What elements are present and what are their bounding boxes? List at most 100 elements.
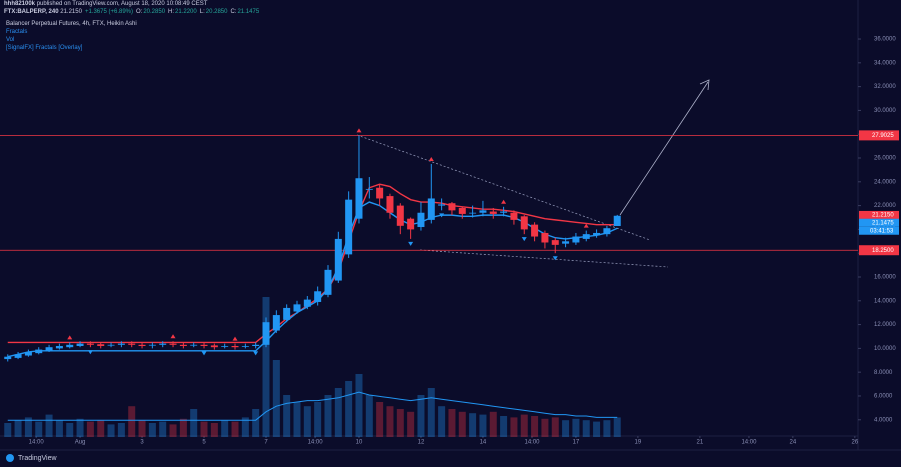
volume-bar (169, 424, 177, 437)
candle-body (551, 240, 559, 245)
y-tick-label: 8.0000 (874, 370, 893, 376)
y-tick-label: 30.0000 (874, 108, 896, 114)
logo (6, 454, 14, 462)
volume-bar (489, 411, 497, 437)
x-tick-label: 14:00 (525, 440, 541, 446)
volume-bar (572, 418, 580, 437)
candle-body (272, 315, 280, 331)
fractal-up (583, 223, 589, 228)
x-tick-label: 3 (140, 440, 144, 446)
x-tick-label: 14:00 (741, 440, 757, 446)
ohlc-label: L: (199, 9, 205, 15)
candle-body (531, 224, 539, 237)
countdown-tag (859, 226, 899, 235)
candle-body (159, 343, 167, 345)
price-tag-label: 21.2150 (872, 213, 894, 219)
candle-body (345, 199, 353, 255)
candle-body (396, 205, 404, 226)
publish-line: hhh82100k published on TradingView.com, … (4, 1, 210, 7)
countdown: 03:41:53 (870, 228, 894, 234)
volume-bar (293, 402, 301, 437)
x-tick-label: 24 (790, 440, 797, 446)
volume-bar (396, 409, 404, 437)
candle-body (24, 351, 32, 356)
candle-body (469, 212, 477, 214)
volume-bar (200, 421, 208, 437)
volume-bar (448, 409, 456, 437)
volume-bar (355, 374, 363, 437)
candle-body (541, 232, 549, 243)
candle-body (593, 232, 601, 236)
fractal-up (356, 128, 362, 133)
volume-bar (324, 395, 332, 437)
legend-item: Vol (6, 37, 15, 43)
candle-body (386, 196, 394, 213)
x-tick-label: 7 (264, 440, 268, 446)
change: +1.3675 (+6.89%) (84, 9, 133, 15)
volume-bar (262, 297, 270, 437)
volume-bar (76, 418, 84, 437)
candle-body (231, 346, 239, 348)
candle-body (613, 215, 621, 227)
ohlc-value: 20.2850 (205, 9, 228, 15)
volume-bar (45, 414, 53, 437)
legend-item: [SignalFX] Fractals [Overlay] (6, 45, 83, 51)
volume-bar (427, 388, 435, 437)
volume-bar (582, 420, 590, 437)
candle-body (252, 344, 260, 347)
volume-bar (365, 395, 373, 437)
volume-bar (138, 420, 146, 437)
candle-body (314, 291, 322, 302)
candle-body (128, 343, 136, 345)
fractal-down (521, 237, 527, 242)
fractal-up (501, 199, 507, 204)
volume-bar (55, 420, 63, 437)
y-tick-label: 10.0000 (874, 346, 896, 352)
volume-bar (159, 421, 167, 437)
volume-bar (531, 416, 539, 437)
candle-body (138, 344, 146, 347)
fractal-up (428, 156, 434, 161)
fractal-up (170, 334, 176, 339)
candle-body (355, 178, 363, 219)
candle-body (572, 236, 580, 243)
candle-body (407, 218, 415, 230)
candle-body (448, 203, 456, 211)
fractal-down (408, 241, 414, 246)
candle-body (417, 212, 425, 228)
volume-bar (272, 360, 280, 437)
volume-bar (334, 388, 342, 437)
candle-body (35, 349, 43, 354)
ohlc-value: 21.2200 (175, 9, 197, 15)
ohlc-label: O: (136, 9, 143, 15)
candle-body (365, 188, 373, 190)
volume-bar (479, 414, 487, 437)
x-tick-label: 21 (697, 440, 704, 446)
volume-bar (128, 406, 136, 437)
symbol-line: FTX:BALPERP, 240 21.2150 +1.3675 (+6.89%)… (4, 9, 265, 15)
candle-body (562, 241, 570, 244)
x-tick-label: 5 (202, 440, 206, 446)
fractal-down (253, 351, 259, 356)
level-label: 18.2500 (872, 248, 894, 254)
volume-bar (117, 423, 125, 437)
overlay-line (7, 183, 618, 344)
author: hhh82100k (4, 1, 36, 7)
fractal-down (552, 256, 558, 261)
volume-bar (231, 421, 239, 437)
candle-body (520, 216, 528, 230)
x-tick-label: 26 (851, 440, 858, 446)
candle-body (582, 234, 590, 239)
y-tick-label: 26.0000 (874, 156, 896, 162)
y-tick-label: 22.0000 (874, 203, 896, 209)
volume-bar (520, 414, 528, 437)
candle-body (4, 356, 12, 360)
ohlc: O:20.2850 H:21.2200 L:20.2850 C:21.1475 (136, 9, 262, 15)
volume-bar (376, 402, 384, 437)
y-tick-label: 34.0000 (874, 60, 896, 66)
fractal-down (201, 351, 207, 356)
volume-bar (551, 417, 559, 437)
candle-body (210, 345, 218, 348)
fractal-down (87, 350, 93, 355)
